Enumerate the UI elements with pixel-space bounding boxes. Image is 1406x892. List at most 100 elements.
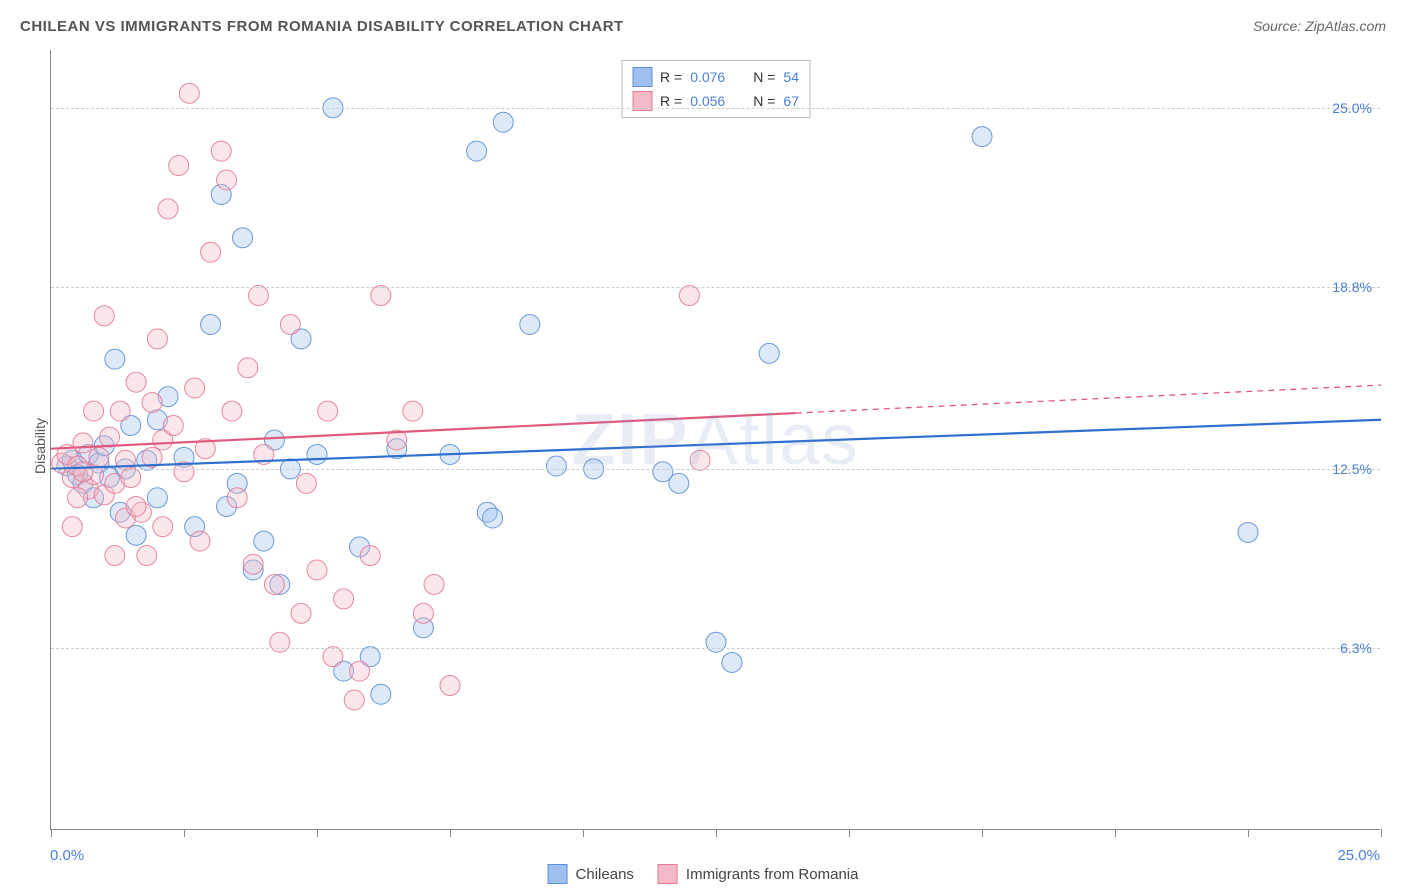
scatter-point — [89, 447, 109, 467]
legend-series-label: Immigrants from Romania — [686, 866, 859, 883]
trend-line — [51, 420, 1381, 469]
scatter-point — [350, 661, 370, 681]
legend-top: R = 0.076 N = 54 R = 0.056 N = 67 — [621, 60, 810, 118]
scatter-point — [190, 531, 210, 551]
scatter-point — [264, 574, 284, 594]
legend-swatch — [548, 864, 568, 884]
x-tick — [184, 829, 185, 837]
scatter-point — [759, 343, 779, 363]
gridline — [51, 469, 1380, 470]
legend-series-label: Chileans — [576, 866, 634, 883]
chart-title: CHILEAN VS IMMIGRANTS FROM ROMANIA DISAB… — [20, 18, 624, 35]
scatter-point — [110, 401, 130, 421]
scatter-point — [163, 416, 183, 436]
scatter-point — [690, 450, 710, 470]
y-tick-label: 25.0% — [1332, 100, 1372, 116]
scatter-point — [318, 401, 338, 421]
x-tick — [982, 829, 983, 837]
scatter-point — [307, 560, 327, 580]
scatter-point — [105, 546, 125, 566]
chart-container: CHILEAN VS IMMIGRANTS FROM ROMANIA DISAB… — [0, 0, 1406, 892]
chart-svg — [51, 50, 1380, 829]
scatter-point — [126, 496, 146, 516]
scatter-point — [153, 517, 173, 537]
scatter-point — [238, 358, 258, 378]
scatter-point — [227, 488, 247, 508]
source-label: Source: ZipAtlas.com — [1253, 18, 1386, 34]
legend-r-value: 0.076 — [690, 69, 725, 85]
legend-bottom-item: Immigrants from Romania — [658, 864, 859, 884]
legend-r-label: R = — [660, 93, 682, 109]
x-tick — [317, 829, 318, 837]
scatter-point — [142, 392, 162, 412]
scatter-point — [248, 286, 268, 306]
plot-area: ZIPAtlas R =0.076N =54R =0.056N =67 6.3%… — [50, 50, 1380, 830]
gridline — [51, 287, 1380, 288]
scatter-point — [323, 647, 343, 667]
scatter-point — [307, 444, 327, 464]
scatter-point — [217, 170, 237, 190]
x-tick — [583, 829, 584, 837]
trend-line-dashed — [796, 385, 1381, 413]
scatter-point — [243, 554, 263, 574]
scatter-point — [653, 462, 673, 482]
x-tick — [51, 829, 52, 837]
scatter-point — [972, 127, 992, 147]
scatter-point — [467, 141, 487, 161]
y-tick-label: 6.3% — [1340, 640, 1372, 656]
scatter-point — [679, 286, 699, 306]
scatter-point — [296, 473, 316, 493]
x-axis-max-label: 25.0% — [1337, 847, 1380, 864]
scatter-point — [222, 401, 242, 421]
legend-bottom-item: Chileans — [548, 864, 634, 884]
legend-top-row: R = 0.076 N = 54 — [632, 65, 799, 89]
x-tick — [450, 829, 451, 837]
scatter-point — [360, 546, 380, 566]
legend-n-label: N = — [753, 69, 775, 85]
scatter-point — [371, 286, 391, 306]
scatter-point — [147, 488, 167, 508]
scatter-point — [84, 401, 104, 421]
y-tick-label: 12.5% — [1332, 461, 1372, 477]
gridline — [51, 648, 1380, 649]
legend-bottom: Chileans Immigrants from Romania — [548, 864, 859, 884]
gridline — [51, 108, 1380, 109]
legend-r-label: R = — [660, 69, 682, 85]
scatter-point — [126, 372, 146, 392]
scatter-point — [371, 684, 391, 704]
scatter-point — [126, 525, 146, 545]
scatter-point — [403, 401, 423, 421]
scatter-point — [483, 508, 503, 528]
scatter-point — [413, 603, 433, 623]
scatter-point — [73, 433, 93, 453]
scatter-point — [73, 462, 93, 482]
scatter-point — [158, 199, 178, 219]
scatter-point — [1238, 522, 1258, 542]
scatter-point — [344, 690, 364, 710]
x-tick — [1381, 829, 1382, 837]
scatter-point — [424, 574, 444, 594]
legend-r-value: 0.056 — [690, 93, 725, 109]
scatter-point — [270, 632, 290, 652]
scatter-point — [62, 517, 82, 537]
scatter-point — [201, 242, 221, 262]
x-tick — [716, 829, 717, 837]
legend-n-value: 54 — [783, 69, 799, 85]
scatter-point — [706, 632, 726, 652]
legend-top-row: R = 0.056 N = 67 — [632, 89, 799, 113]
scatter-point — [520, 314, 540, 334]
scatter-point — [169, 156, 189, 176]
legend-n-value: 67 — [783, 93, 799, 109]
legend-swatch — [632, 67, 652, 87]
scatter-point — [233, 228, 253, 248]
y-axis-label: Disability — [32, 418, 48, 474]
scatter-point — [254, 531, 274, 551]
scatter-point — [94, 306, 114, 326]
scatter-point — [68, 488, 88, 508]
scatter-point — [211, 141, 231, 161]
legend-n-label: N = — [753, 93, 775, 109]
scatter-point — [280, 314, 300, 334]
x-tick — [1248, 829, 1249, 837]
scatter-point — [546, 456, 566, 476]
legend-swatch — [658, 864, 678, 884]
